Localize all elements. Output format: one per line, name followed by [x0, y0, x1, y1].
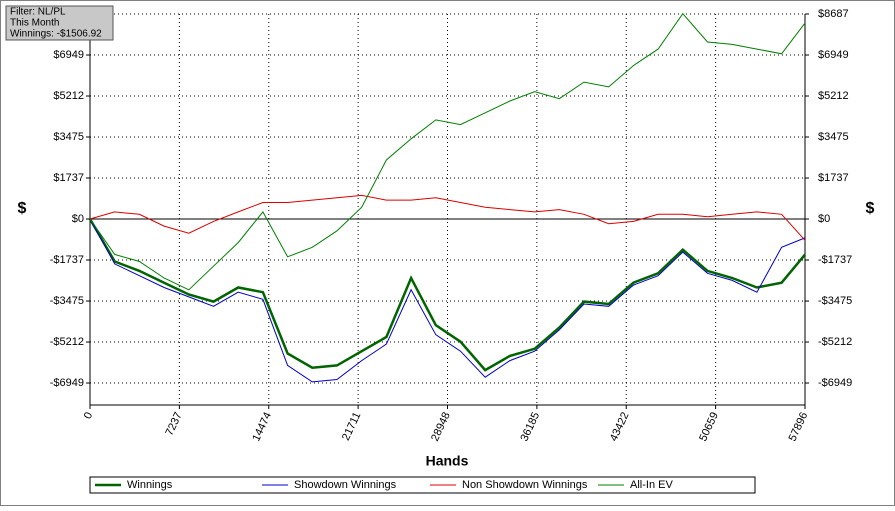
legend-label: Winnings [127, 479, 173, 491]
y2-tick-label: -$6949 [818, 377, 852, 389]
y-tick-label: -$5212 [50, 336, 84, 348]
series-line [89, 218, 806, 383]
series-line [89, 194, 806, 241]
y2-tick-label: $8687 [818, 8, 849, 20]
y-tick-label: $0 [72, 213, 84, 225]
legend-label: Showdown Winnings [294, 479, 397, 491]
x-tick-label: 0 [82, 410, 95, 421]
filter-text: Filter: NL/PL [10, 7, 66, 18]
y2-tick-label: $1737 [818, 172, 849, 184]
x-axis-label: Hands [426, 453, 469, 469]
legend-label: Non Showdown Winnings [462, 479, 588, 491]
y2-tick-label: $0 [818, 213, 830, 225]
legend [89, 476, 756, 494]
filter-text: Winnings: -$1506.92 [10, 29, 102, 40]
filter-text: This Month [10, 18, 59, 29]
y-tick-label: $1737 [53, 172, 84, 184]
y-tick-label: -$1737 [50, 254, 84, 266]
y-tick-label: -$6949 [50, 377, 84, 389]
y-tick-label: $5212 [53, 90, 84, 102]
y-tick-label: -$3475 [50, 295, 84, 307]
series-line [89, 12, 806, 291]
y2-axis-label: $ [866, 200, 875, 217]
y-tick-label: $3475 [53, 131, 84, 143]
y2-tick-label: $3475 [818, 131, 849, 143]
y2-tick-label: -$3475 [818, 295, 852, 307]
y2-tick-label: $6949 [818, 49, 849, 61]
series-line [88, 218, 806, 372]
y2-tick-label: -$5212 [818, 336, 852, 348]
y-tick-label: $6949 [53, 49, 84, 61]
legend-label: All-In EV [630, 479, 673, 491]
y-axis-label: $ [18, 200, 27, 217]
y2-tick-label: $5212 [818, 90, 849, 102]
y2-tick-label: -$1737 [818, 254, 852, 266]
filter-box [5, 5, 114, 41]
